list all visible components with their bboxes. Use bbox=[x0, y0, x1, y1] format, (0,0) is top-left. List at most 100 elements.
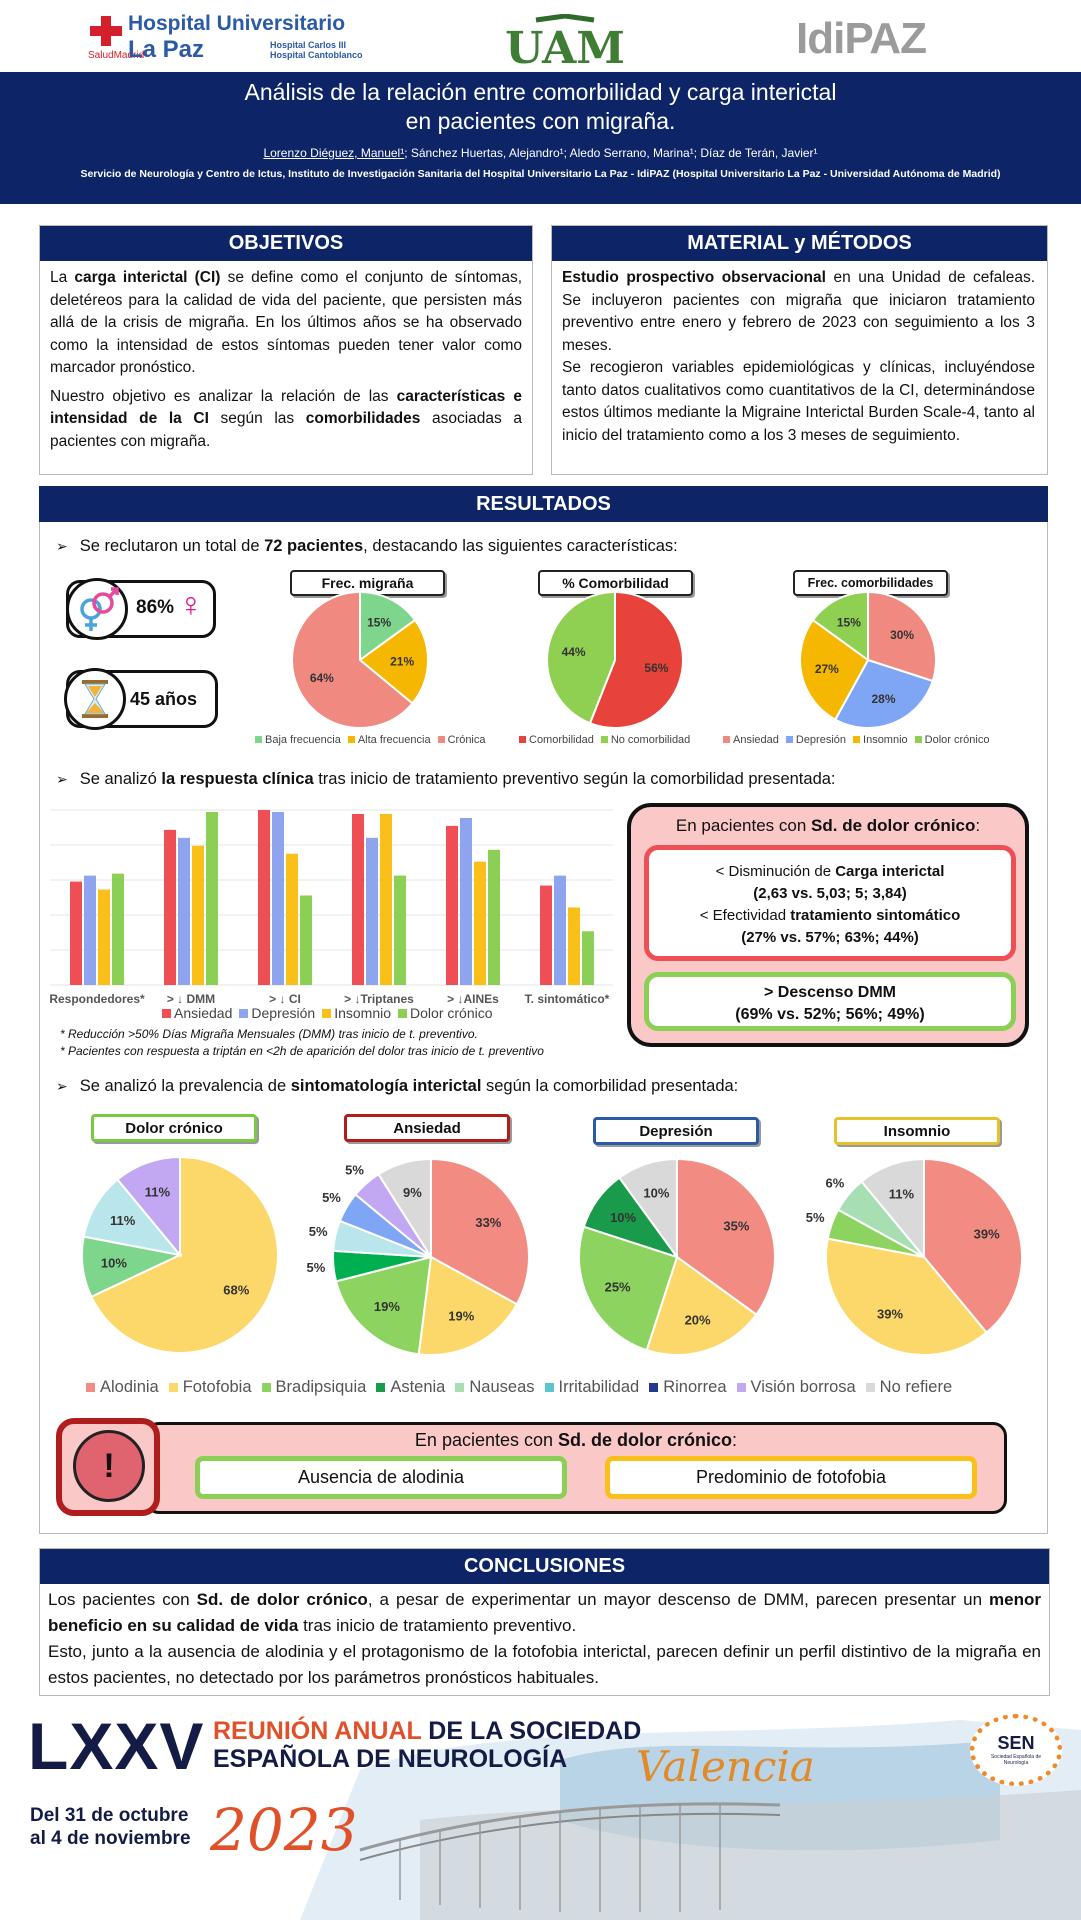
bar-depresión bbox=[460, 817, 472, 985]
pie-label: 44% bbox=[562, 645, 586, 659]
metodos-section: MATERIAL y MÉTODOS Estudio prospectivo o… bbox=[551, 225, 1048, 475]
saludmadrid-text: SaludMadrid bbox=[88, 50, 145, 61]
legend-entry: Baja frecuencia bbox=[265, 734, 341, 746]
first-author: Lorenzo Diéguez, Manuel¹ bbox=[263, 146, 405, 160]
footnote-2: * Pacientes con respuesta a triptán en <… bbox=[60, 1044, 544, 1058]
legend-swatch bbox=[853, 736, 861, 743]
sen-logo: SEN Sociedad Española de Neurología bbox=[970, 1714, 1062, 1786]
symptom-legend: Alodinia Fotofobia Bradipsiquia Astenia Naus… bbox=[76, 1378, 952, 1397]
legend-swatch bbox=[86, 1383, 95, 1392]
pie-label: 39% bbox=[974, 1226, 1000, 1241]
metodos-p2: Se recogieron variables epidemiológicas … bbox=[562, 359, 1035, 444]
bar-insomnio bbox=[192, 845, 204, 985]
legend-swatch bbox=[437, 736, 445, 743]
pie-slice-alodinia bbox=[430, 1157, 530, 1306]
pie-slice-no-comorbilidad bbox=[546, 590, 616, 725]
pie-slice-alodinia bbox=[923, 1157, 1023, 1334]
pie-label: 11% bbox=[145, 1184, 171, 1199]
pie-title-insomnio: Insomnio bbox=[834, 1117, 1000, 1145]
pie-label: 15% bbox=[367, 615, 391, 629]
alert-title: En pacientes con Sd. de dolor crónico: bbox=[414, 1430, 738, 1450]
pie-label: 35% bbox=[723, 1219, 749, 1234]
pie-slice-bradipsiquia bbox=[334, 1255, 433, 1356]
legend-swatch bbox=[398, 1009, 408, 1018]
bar-depresión bbox=[84, 875, 96, 985]
pie-slice-alta-frecuencia bbox=[358, 618, 429, 705]
legend-swatch bbox=[519, 736, 526, 743]
legend-entry: Nauseas bbox=[469, 1378, 535, 1396]
bar-insomnio bbox=[380, 813, 392, 985]
bar-dolor-crónico bbox=[206, 811, 218, 985]
objetivos-p2: Nuestro objetivo es analizar la relación… bbox=[50, 387, 522, 450]
legend-entry: Bradipsiquia bbox=[275, 1378, 367, 1396]
pie-slice-no-refiere bbox=[618, 1157, 678, 1261]
pie-label: 10% bbox=[610, 1210, 636, 1225]
idipaz-logo: IdiPAZ bbox=[796, 14, 927, 63]
legend-entry: Irritabilidad bbox=[558, 1378, 640, 1396]
legend-swatch bbox=[865, 1383, 875, 1392]
bar-insomnio bbox=[474, 861, 486, 985]
callout-title: En pacientes con Sd. de dolor crónico: bbox=[675, 816, 981, 835]
title-band: Análisis de la relación entre comorbilid… bbox=[0, 72, 1081, 204]
bar-depresión bbox=[554, 875, 566, 985]
legend-swatch bbox=[162, 1009, 171, 1018]
bar-ansiedad bbox=[164, 829, 176, 985]
pie-label: 30% bbox=[890, 628, 914, 642]
pie-label: 15% bbox=[837, 615, 861, 629]
bar-depresión bbox=[272, 811, 284, 985]
pie-label: 10% bbox=[101, 1255, 127, 1270]
conclusiones-section: CONCLUSIONES Los pacientes con Sd. de do… bbox=[39, 1548, 1050, 1696]
pie-label: 5% bbox=[322, 1190, 341, 1205]
hospital-name-line2: La Paz bbox=[128, 36, 205, 63]
bar-ansiedad bbox=[446, 825, 458, 985]
bar-category-label: > ↓AINEs bbox=[447, 992, 499, 1006]
pie-label: 28% bbox=[872, 692, 896, 706]
arrow-icon: ➢ bbox=[56, 771, 68, 787]
metodos-heading: MATERIAL y MÉTODOS bbox=[552, 226, 1047, 261]
bar-category-label: T. sintomático* bbox=[525, 992, 610, 1006]
bar-chart-respuesta: Respondedores* > ↓ DMM > ↓ CI > ↓Triptanes >… bbox=[49, 809, 613, 1006]
pie-slice-fotofobia bbox=[417, 1255, 519, 1356]
conclusiones-p2: Esto, junto a la ausencia de alodinia y … bbox=[48, 1642, 1041, 1687]
sen-subtext: Sociedad Española de Neurología bbox=[990, 1754, 1042, 1766]
legend-entry: Dolor crónico bbox=[410, 1005, 493, 1021]
legend-entry: Comorbilidad bbox=[529, 734, 594, 746]
legend-swatch bbox=[168, 1383, 178, 1392]
pie-label: 6% bbox=[825, 1175, 844, 1190]
age-value: 45 años bbox=[130, 689, 198, 709]
pie-slice-insomnio bbox=[799, 618, 870, 721]
pie-slice-ansiedad bbox=[867, 590, 937, 683]
authors: Lorenzo Diéguez, Manuel¹; Sánchez Huerta… bbox=[0, 146, 1081, 160]
legend-entry: Dolor crónico bbox=[924, 734, 990, 746]
bar-category-label: > ↓ CI bbox=[269, 992, 301, 1006]
legend-entry: Insomnio bbox=[863, 734, 908, 746]
pie-label: 11% bbox=[110, 1213, 136, 1228]
footer-dates2: al 4 de noviembre bbox=[30, 1828, 191, 1849]
pie-slice-no-refiere bbox=[377, 1157, 432, 1261]
legend-entry: No refiere bbox=[879, 1378, 953, 1396]
pie-label: 5% bbox=[806, 1210, 825, 1225]
legend-entry: Ansiedad bbox=[733, 734, 779, 746]
legend-swatch bbox=[261, 1383, 271, 1392]
objetivos-heading: OBJETIVOS bbox=[40, 226, 532, 261]
legend-swatch bbox=[914, 736, 922, 743]
pie-slice-fotofobia bbox=[89, 1155, 279, 1354]
pie-label: 9% bbox=[403, 1185, 422, 1200]
footer-city: Valencia bbox=[636, 1742, 815, 1791]
pie-title-comorbilidad: % Comorbilidad bbox=[538, 570, 693, 596]
pie-label: 39% bbox=[877, 1306, 903, 1321]
pie-slice-no-refiere bbox=[860, 1157, 925, 1260]
pie-slice-baja-frecuencia bbox=[359, 590, 417, 662]
affiliation: Servicio de Neurología y Centro de Ictus… bbox=[80, 168, 1001, 180]
pie-label: 19% bbox=[448, 1308, 474, 1323]
pie-label: 5% bbox=[345, 1162, 364, 1177]
pie-label: 33% bbox=[475, 1215, 501, 1230]
metodos-p1: Estudio prospectivo observacional en una… bbox=[562, 269, 1035, 354]
pie-label: 25% bbox=[605, 1279, 631, 1294]
footer-line2: ESPAÑOLA DE NEUROLOGÍA bbox=[213, 1745, 568, 1773]
legend-entry: Fotofobia bbox=[182, 1378, 252, 1396]
footer-roman: LXXV bbox=[28, 1709, 205, 1783]
